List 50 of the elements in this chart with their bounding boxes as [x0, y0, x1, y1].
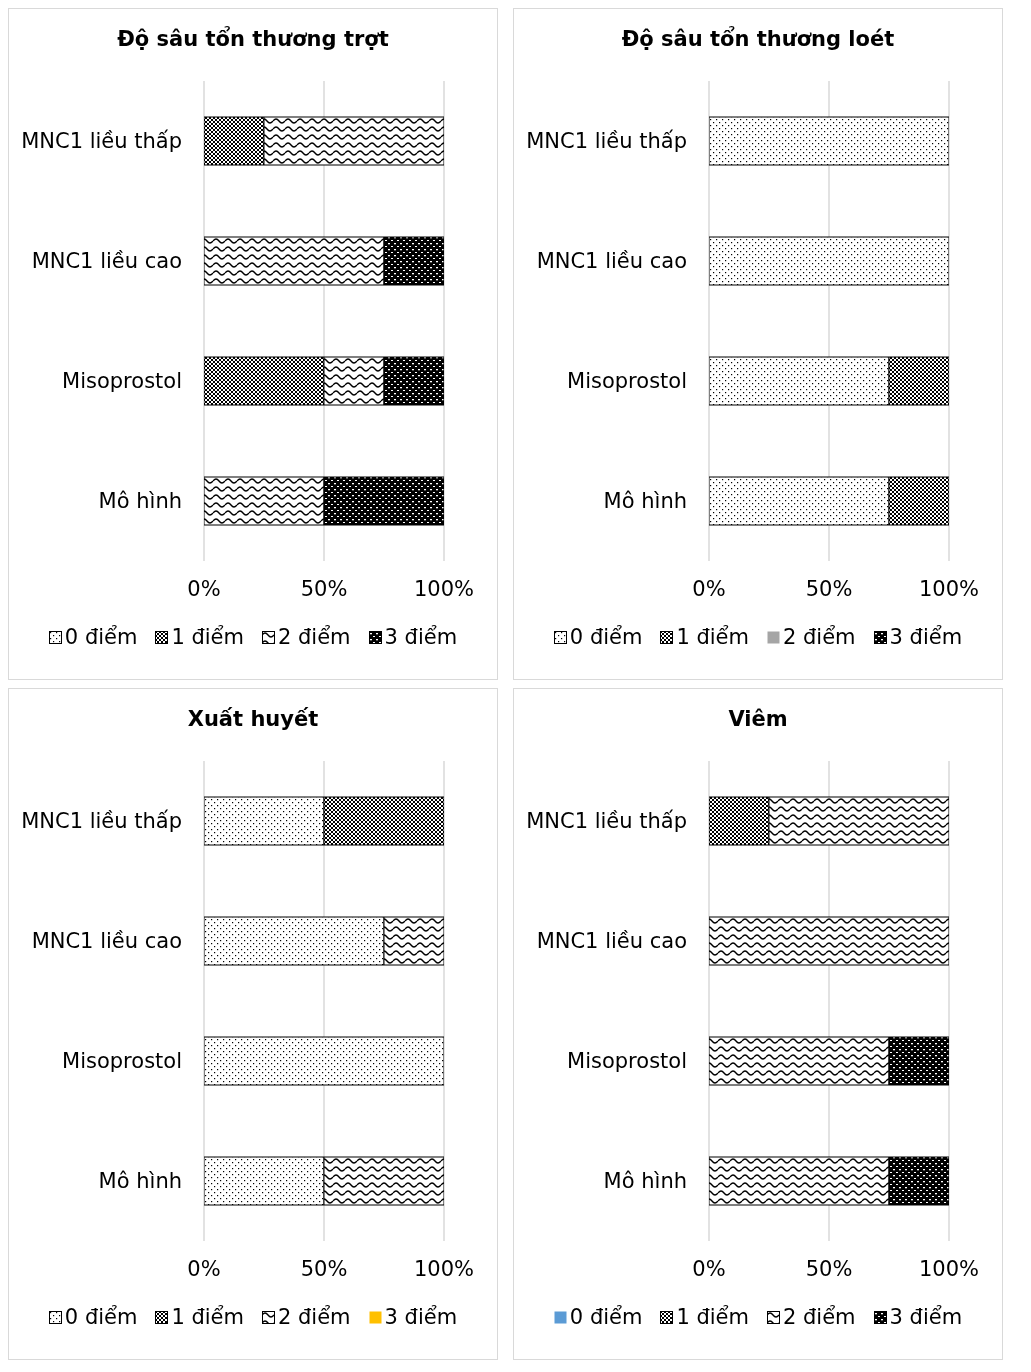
legend-label: 2 điểm: [783, 625, 856, 649]
y-tick-label: MNC1 liều thấp: [526, 129, 687, 154]
legend-label: 1 điểm: [171, 625, 244, 649]
x-tick-label: 0%: [692, 1256, 726, 1281]
y-tick-label: MNC1 liều cao: [536, 249, 687, 274]
y-tick-label: MNC1 liều cao: [536, 929, 687, 954]
y-tick-label: MNC1 liều thấp: [21, 129, 182, 154]
x-tick-label: 0%: [692, 576, 726, 601]
legend-label: 0 điểm: [64, 625, 138, 649]
x-tick-label: 100%: [413, 576, 475, 601]
y-tick-label: Mô hình: [98, 1169, 182, 1194]
bar: [204, 1036, 444, 1086]
x-tick-label: 100%: [918, 576, 980, 601]
legend-label: 0 điểm: [569, 1305, 643, 1329]
chart-title: Xuất huyết: [186, 706, 320, 733]
x-tick-label: 50%: [805, 576, 853, 601]
y-tick-label: MNC1 liều cao: [31, 249, 182, 274]
chart-title: Độ sâu tổn thương trợt: [116, 25, 390, 53]
legend-label: 0 điểm: [569, 625, 643, 649]
legend-label: 2 điểm: [783, 1305, 856, 1329]
y-tick-label: Misoprostol: [62, 369, 182, 394]
y-tick-label: Misoprostol: [567, 1049, 687, 1074]
chart-title: Viêm: [727, 706, 789, 733]
x-tick-label: 50%: [805, 1256, 853, 1281]
legend-label: 0 điểm: [64, 1305, 138, 1329]
y-tick-label: MNC1 liều thấp: [21, 809, 182, 834]
y-tick-label: Misoprostol: [62, 1049, 182, 1074]
legend-label: 2 điểm: [278, 1305, 351, 1329]
x-tick-label: 50%: [300, 1256, 348, 1281]
legend-label: 2 điểm: [278, 625, 351, 649]
x-tick-label: 50%: [300, 576, 348, 601]
x-tick-label: 0%: [187, 576, 221, 601]
legend-label: 3 điểm: [384, 1305, 458, 1329]
legend-label: 3 điểm: [889, 625, 963, 649]
legend-label: 1 điểm: [676, 625, 749, 649]
chart-title: Độ sâu tổn thương loét: [620, 25, 896, 53]
y-tick-label: Mô hình: [603, 1169, 687, 1194]
x-tick-label: 0%: [187, 1256, 221, 1281]
y-tick-label: Misoprostol: [567, 369, 687, 394]
legend-label: 1 điểm: [171, 1305, 244, 1329]
y-tick-label: Mô hình: [603, 489, 687, 514]
x-tick-label: 100%: [918, 1256, 980, 1281]
legend-label: 3 điểm: [384, 625, 458, 649]
x-tick-label: 100%: [413, 1256, 475, 1281]
y-tick-label: MNC1 liều cao: [31, 929, 182, 954]
legend-label: 1 điểm: [676, 1305, 749, 1329]
bar: [709, 916, 949, 966]
legend-label: 3 điểm: [889, 1305, 963, 1329]
y-tick-label: Mô hình: [98, 489, 182, 514]
y-tick-label: MNC1 liều thấp: [526, 809, 687, 834]
